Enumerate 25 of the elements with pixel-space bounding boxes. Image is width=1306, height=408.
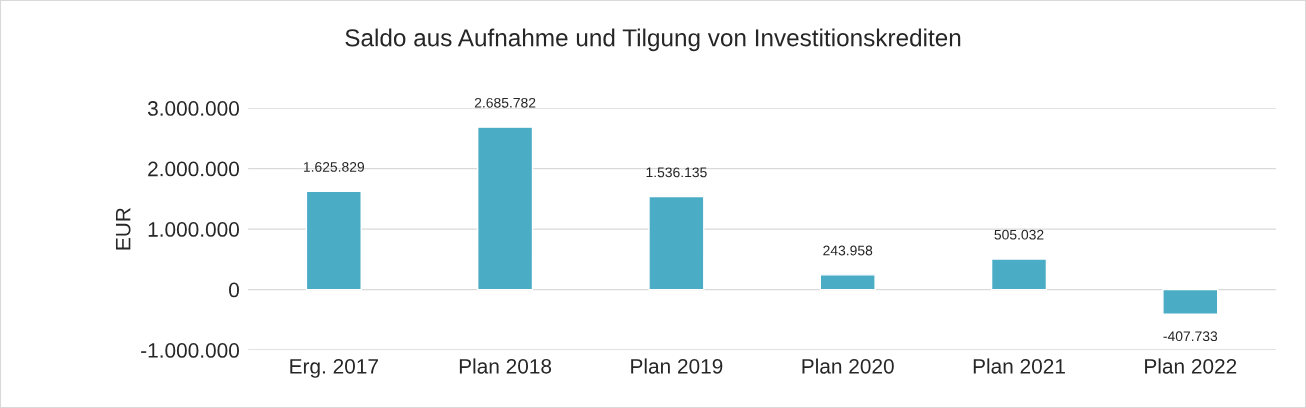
x-tick-label: Erg. 2017 <box>290 358 378 378</box>
bar <box>1162 288 1219 315</box>
data-label: -407.733 <box>1163 331 1218 342</box>
bar <box>305 190 362 291</box>
bar <box>476 126 534 291</box>
y-tick-label: 3.000.000 <box>147 101 239 116</box>
data-label: 1.625.829 <box>303 161 365 172</box>
y-tick-label: 1.000.000 <box>148 222 239 237</box>
data-label: 243.958 <box>823 245 873 256</box>
bar <box>819 274 876 291</box>
data-label: 2.685.782 <box>474 97 536 108</box>
x-tick-label: Plan 2018 <box>459 358 552 374</box>
chart-title: Saldo aus Aufnahme und Tilgung von Investitionskrediten <box>345 28 961 52</box>
bar <box>990 258 1048 291</box>
x-tick-label: Plan 2020 <box>802 358 894 374</box>
data-label: 1.536.135 <box>646 167 707 178</box>
x-tick-label: Plan 2022 <box>1145 358 1237 374</box>
y-tick-label: 2.000.000 <box>148 161 239 177</box>
data-label: 505.032 <box>994 229 1044 240</box>
x-tick-label: Plan 2021 <box>973 358 1065 374</box>
y-tick-label: -1.000.000 <box>141 343 239 358</box>
x-tick-label: Plan 2019 <box>631 358 723 374</box>
y-tick-label: 0 <box>229 282 239 298</box>
bar <box>648 195 705 291</box>
y-axis-title: EUR <box>115 208 131 250</box>
